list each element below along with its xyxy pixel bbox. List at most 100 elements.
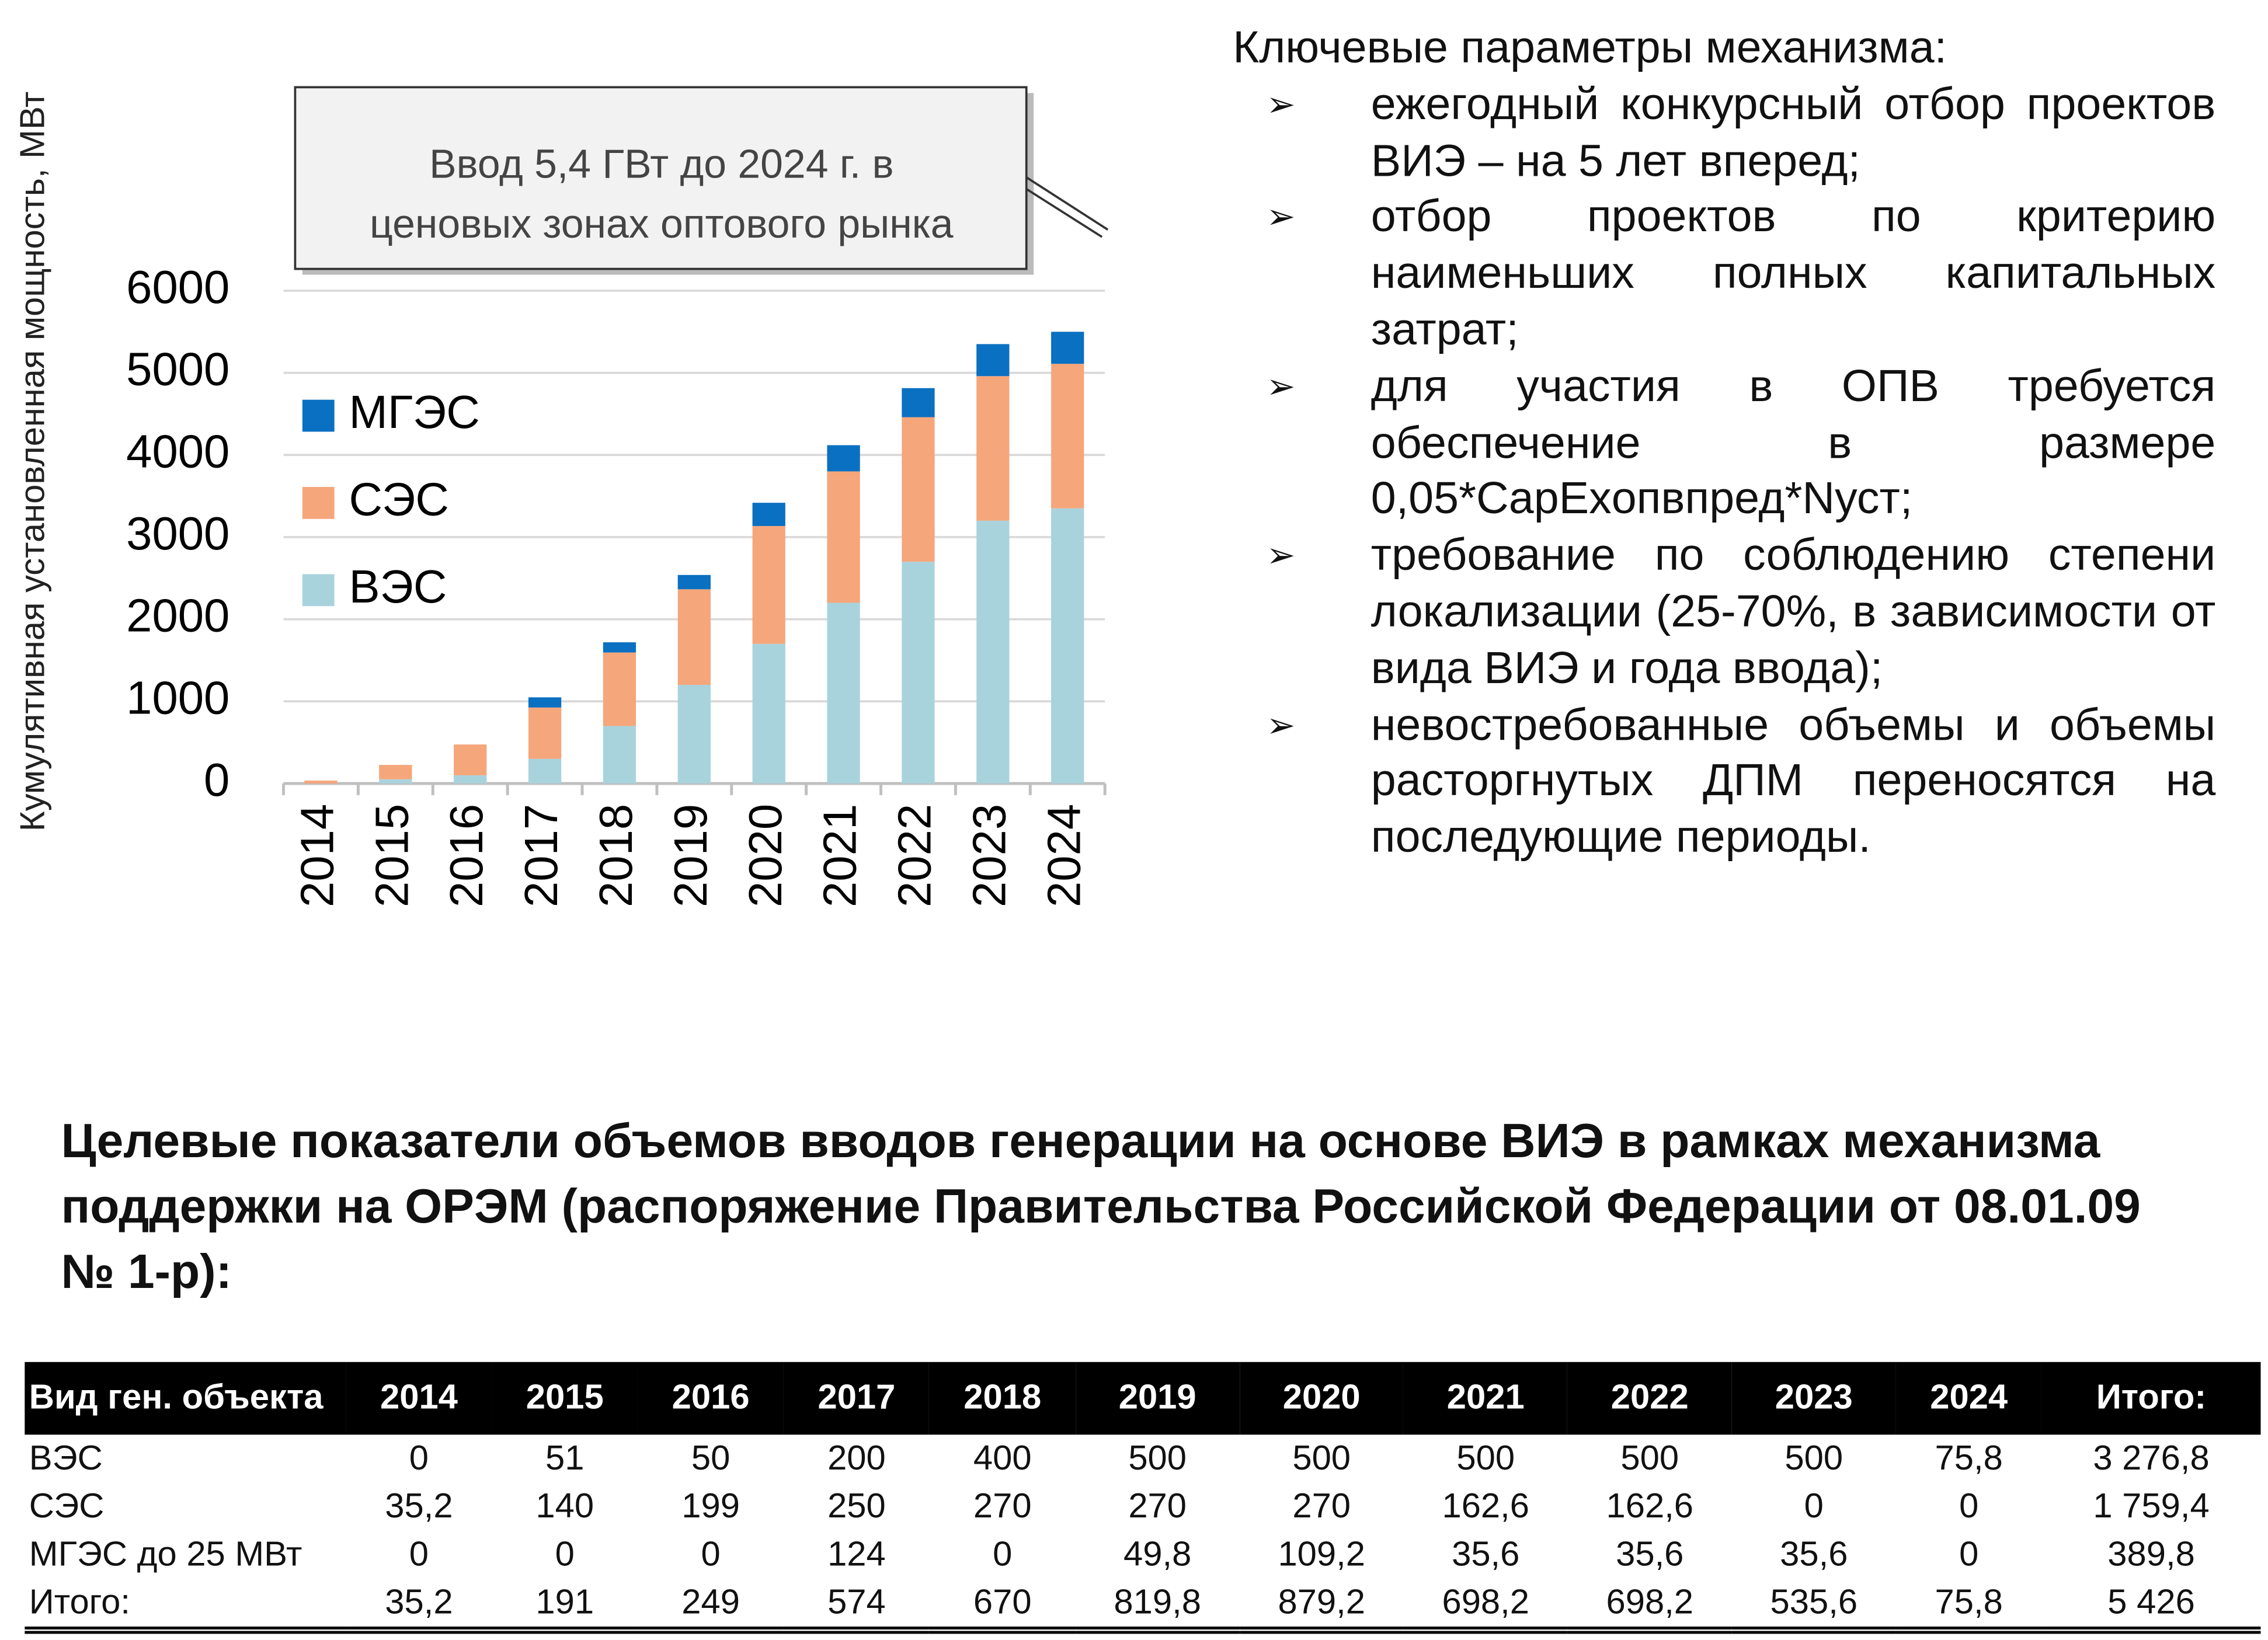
bar-segment xyxy=(902,388,935,417)
key-params-title: Ключевые параметры механизма: xyxy=(1233,22,1947,73)
legend-swatch xyxy=(302,399,335,432)
bar-segment xyxy=(902,562,935,784)
x-tick-label: 2024 xyxy=(1038,804,1090,907)
y-tick-label: 6000 xyxy=(126,261,229,313)
bar-segment xyxy=(677,685,711,784)
callout-box xyxy=(294,86,1028,270)
table-cell: 35,6 xyxy=(1452,1534,1520,1574)
bar-segment xyxy=(1051,332,1084,364)
table-cell: 75,8 xyxy=(1935,1438,2003,1478)
y-tick-label: 3000 xyxy=(126,507,229,559)
key-param-item: ежегодный конкурсный отбор проектов ВИЭ … xyxy=(1267,76,2216,189)
table-row: ВЭС 0 51 50 200 400 500 500 500 500 500 75,8 3 276,8 xyxy=(25,1434,2260,1482)
table-cell: 5 426 xyxy=(2107,1582,2195,1622)
legend-swatch xyxy=(302,574,335,607)
table-cell: 0 xyxy=(1959,1486,1979,1526)
table-cell: 500 xyxy=(1620,1438,1679,1478)
bar-segment xyxy=(528,697,562,708)
table-cell: 75,8 xyxy=(1935,1582,2003,1622)
bar-segment xyxy=(379,765,412,779)
table-cell: 35,6 xyxy=(1616,1534,1684,1574)
table-cell: 500 xyxy=(1128,1438,1187,1478)
callout-text: ценовых зонах оптового рынка xyxy=(370,201,954,246)
x-tick-label: 2017 xyxy=(515,804,567,907)
legend-label: МГЭС xyxy=(349,386,480,438)
table-cell: 698,2 xyxy=(1442,1582,1530,1622)
key-param-item: требование по соблюдению степени локализ… xyxy=(1267,528,2216,697)
bar-segment xyxy=(827,603,860,784)
table-cell: 249 xyxy=(681,1582,740,1622)
bar-segment xyxy=(454,744,487,775)
table-cell: МГЭС до 25 МВт xyxy=(29,1534,302,1574)
y-tick-label: 5000 xyxy=(126,343,229,395)
table-cell: 3 276,8 xyxy=(2093,1438,2210,1478)
table-cell: 51 xyxy=(545,1438,585,1478)
table-row: МГЭС до 25 МВт 0 0 0 124 0 49,8 109,2 35,6 35,6 35… xyxy=(25,1531,2260,1579)
bar-segment xyxy=(677,589,711,685)
table-cell: 270 xyxy=(973,1486,1032,1526)
x-tick-label: 2023 xyxy=(963,804,1015,907)
legend-swatch xyxy=(302,487,335,519)
header-cell: 2016 xyxy=(638,1362,784,1435)
bar-segment xyxy=(1051,364,1084,509)
table-cell: 670 xyxy=(973,1582,1032,1622)
bar-segment xyxy=(752,643,785,784)
table-cell: 1 759,4 xyxy=(2093,1486,2210,1526)
table-cell: 270 xyxy=(1292,1486,1351,1526)
table-cell: 250 xyxy=(827,1486,886,1526)
header-cell: 2018 xyxy=(929,1362,1076,1435)
table-cell: 500 xyxy=(1785,1438,1843,1478)
key-params: Ключевые параметры механизма: ежегодный … xyxy=(1233,20,2215,866)
table-cell: 35,2 xyxy=(385,1582,453,1622)
key-param-item: невостребованные объемы и объемы расторг… xyxy=(1267,697,2216,866)
header-cell: 2023 xyxy=(1731,1362,1896,1435)
bar-segment xyxy=(528,758,562,784)
x-tick-label: 2016 xyxy=(440,804,492,907)
callout-pointer xyxy=(1025,188,1103,238)
bar-segment xyxy=(976,376,1010,521)
header-cell: 2024 xyxy=(1895,1362,2042,1435)
bar-segment xyxy=(379,779,412,784)
table-cell: 200 xyxy=(827,1438,886,1478)
table-cell: 199 xyxy=(681,1486,740,1526)
table-cell: 0 xyxy=(993,1534,1013,1574)
header-cell: 2015 xyxy=(492,1362,638,1435)
table-cell: 0 xyxy=(409,1438,429,1478)
bar-segment xyxy=(454,775,487,784)
bar-segment xyxy=(603,652,636,726)
header-cell: 2021 xyxy=(1403,1362,1568,1435)
bar-segment xyxy=(603,726,636,784)
x-tick-label: 2015 xyxy=(366,804,418,907)
header-cell: Итого: xyxy=(2041,1362,2261,1435)
table-title: Целевые показатели объемов вводов генера… xyxy=(61,1113,2141,1298)
table-cell: 500 xyxy=(1456,1438,1515,1478)
bar-segment xyxy=(752,503,785,526)
chart: Ввод 5,4 ГВт до 2024 г. в ценовых зонах … xyxy=(13,86,1109,907)
header-cell: 2017 xyxy=(784,1362,930,1435)
bar-segment xyxy=(752,525,785,644)
header-cell: 2022 xyxy=(1567,1362,1732,1435)
x-tick-label: 2014 xyxy=(291,804,343,907)
table-cell: 0 xyxy=(701,1534,721,1574)
bar-segment xyxy=(902,417,935,562)
bar-segment xyxy=(976,520,1010,784)
table-cell: 109,2 xyxy=(1278,1534,1365,1574)
table-cell: 0 xyxy=(1959,1534,1979,1574)
table-cell: 535,6 xyxy=(1770,1582,1858,1622)
table-cell: 400 xyxy=(973,1438,1032,1478)
x-tick-label: 2021 xyxy=(814,804,866,907)
targets-table: Вид ген. объекта 2014 2015 2016 2017 2018 2019… xyxy=(25,1362,2261,1634)
table-cell: 574 xyxy=(827,1582,886,1622)
table-cell: 140 xyxy=(535,1486,594,1526)
callout-text: Ввод 5,4 ГВт до 2024 г. в xyxy=(429,141,893,187)
header-cell: 2020 xyxy=(1239,1362,1404,1435)
header-cell: 2014 xyxy=(346,1362,492,1435)
table-cell: 270 xyxy=(1128,1486,1187,1526)
x-tick-label: 2019 xyxy=(665,804,716,907)
table-cell: 0 xyxy=(409,1534,429,1574)
y-tick-label: 1000 xyxy=(126,671,229,723)
y-tick-label: 0 xyxy=(204,754,229,806)
table-cell: 35,6 xyxy=(1780,1534,1848,1574)
x-tick-label: 2022 xyxy=(889,804,941,907)
bar-segment xyxy=(528,707,562,759)
